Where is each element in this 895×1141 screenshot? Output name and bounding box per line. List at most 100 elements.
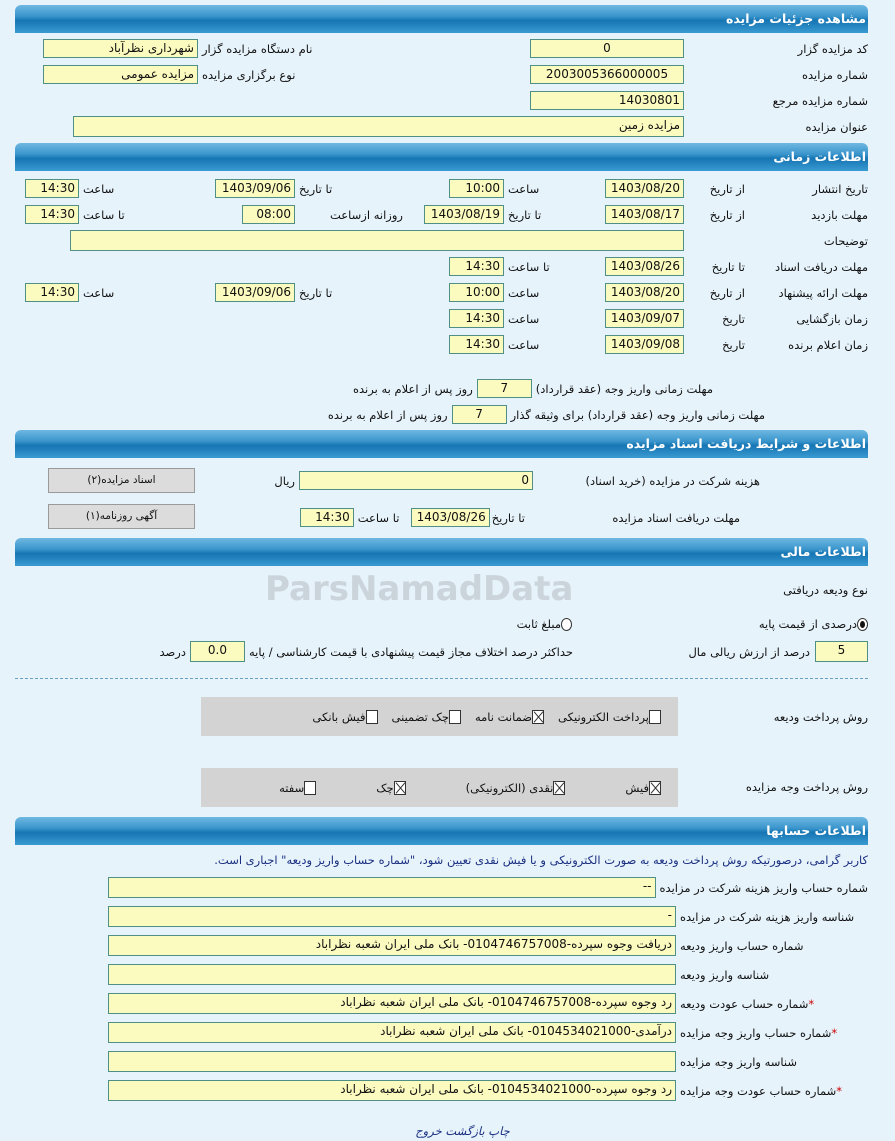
account-label-text: شناسه واریز ودیعه: [680, 967, 770, 982]
org-label: نام دستگاه مزایده گزار: [202, 41, 313, 56]
fee-label: هزینه شرکت در مزایده (خرید اسناد): [585, 473, 761, 488]
type-field[interactable]: مزایده عمومی: [43, 65, 198, 84]
visit-to-field[interactable]: 1403/08/19: [424, 205, 504, 224]
account-field[interactable]: رد وجوه سپرده-0104534021000- بانک ملی ای…: [108, 1080, 676, 1101]
account-field[interactable]: درآمدی-0104534021000- بانک ملی ایران شعب…: [108, 1022, 676, 1043]
docs-to-field[interactable]: 1403/08/26: [605, 257, 684, 276]
offer-label: مهلت ارائه پیشنهاد: [778, 285, 868, 300]
checkbox-icon[interactable]: [448, 710, 461, 724]
ref-field[interactable]: 14030801: [530, 91, 684, 110]
newspaper-ad-button[interactable]: آگهی روزنامه(۱): [48, 504, 195, 529]
max-diff-label: حداکثر درصد اختلاف مجاز قیمت پیشنهادی با…: [248, 644, 573, 659]
deadline-date-field[interactable]: 1403/08/26: [410, 508, 490, 527]
account-label-text: شماره حساب عودت وجه مزایده: [680, 1083, 837, 1098]
required-icon: *: [836, 1083, 842, 1098]
code-label: کد مزایده گزار: [797, 41, 868, 56]
code-field[interactable]: 0: [530, 39, 684, 58]
docs-to-time-field[interactable]: 14:30: [449, 257, 504, 276]
subject-field[interactable]: مزایده زمین: [73, 116, 684, 137]
publish-to-time-field[interactable]: 14:30: [25, 179, 79, 198]
opening-date-field[interactable]: 1403/09/07: [605, 309, 684, 328]
account-field[interactable]: [108, 1051, 676, 1072]
percent-field[interactable]: 5: [815, 641, 868, 662]
radio-checked-icon[interactable]: [857, 618, 868, 631]
row-visit: مهلت بازدید از تاریخ 1403/08/17 تا تاریخ…: [15, 204, 868, 225]
payment-method-promissory[interactable]: سفته: [279, 778, 317, 798]
pay-deadline-guarantor-field[interactable]: 7: [451, 405, 507, 424]
pay-deadline-suffix: روز پس از اعلام به برنده: [353, 381, 473, 396]
account-row: شناسه واریز هزینه شرکت در مزایده -: [108, 906, 868, 927]
auction-documents-button[interactable]: اسناد مزایده(۲): [48, 468, 195, 493]
checkbox-icon[interactable]: [365, 710, 378, 724]
visit-to-time-field[interactable]: 14:30: [25, 205, 79, 224]
visit-daily-field[interactable]: 08:00: [242, 205, 295, 224]
account-row: *شماره حساب واریز وجه مزایده درآمدی-01045…: [108, 1022, 868, 1043]
account-row: شناسه واریز ودیعه: [108, 964, 868, 985]
publish-to-field[interactable]: 1403/09/06: [215, 179, 295, 198]
deposit-method-cheque[interactable]: چک تضمینی: [392, 707, 461, 727]
payment-methods-box: فیش نقدی (الکترونیکی) چک سفته: [201, 768, 678, 807]
ref-label: شماره مزایده مرجع: [772, 93, 868, 108]
notes-field[interactable]: [70, 230, 684, 251]
account-label-text: شماره حساب واریز وجه مزایده: [680, 1025, 832, 1040]
checkbox-icon[interactable]: [304, 781, 317, 795]
checkbox-label: پرداخت الکترونیکی: [558, 709, 649, 724]
radio-percent[interactable]: درصدی از قیمت پایه: [759, 614, 868, 634]
payment-method-cash[interactable]: نقدی (الکترونیکی): [466, 778, 566, 798]
print-link[interactable]: چاپ: [488, 1124, 510, 1138]
offer-to-time-field[interactable]: 14:30: [25, 283, 79, 302]
deposit-type-label: نوع ودیعه دریافتی: [783, 583, 868, 597]
date-label: تاریخ: [722, 311, 745, 326]
publish-from-field[interactable]: 1403/08/20: [605, 179, 684, 198]
offer-from-field[interactable]: 1403/08/20: [605, 283, 684, 302]
winner-time-field[interactable]: 14:30: [449, 335, 504, 354]
radio-unchecked-icon[interactable]: [561, 618, 572, 631]
org-field[interactable]: شهرداری نظرآباد: [43, 39, 198, 58]
checkbox-checked-icon[interactable]: [393, 781, 406, 795]
checkbox-label: چک: [376, 780, 394, 795]
num-field[interactable]: 2003005366000005: [530, 65, 684, 84]
max-diff-field[interactable]: 0.0: [189, 641, 245, 662]
account-row: شماره حساب واریز ودیعه دریافت وجوه سپرده-…: [108, 935, 868, 956]
checkbox-label: سفته: [279, 780, 305, 795]
account-label-text: شماره حساب عودت ودیعه: [680, 996, 809, 1011]
row-offer: مهلت ارائه پیشنهاد از تاریخ 1403/08/20 س…: [15, 282, 868, 303]
checkbox-checked-icon[interactable]: [649, 781, 661, 795]
footer-links: چاپ بازگشت خروج: [0, 1124, 895, 1138]
account-label: *شماره حساب عودت وجه مزایده: [676, 1081, 868, 1101]
time-label: ساعت: [508, 311, 540, 326]
opening-time-field[interactable]: 14:30: [449, 309, 504, 328]
offer-to-field[interactable]: 1403/09/06: [215, 283, 295, 302]
payment-method-slip[interactable]: فیش: [625, 778, 661, 798]
offer-from-time-field[interactable]: 10:00: [449, 283, 504, 302]
visit-from-field[interactable]: 1403/08/17: [605, 205, 684, 224]
exit-link[interactable]: خروج: [415, 1124, 442, 1138]
deadline-time-field[interactable]: 14:30: [299, 508, 354, 527]
deposit-method-guarantee[interactable]: ضمانت نامه: [475, 707, 545, 727]
checkbox-checked-icon[interactable]: [553, 781, 566, 795]
publish-from-time-field[interactable]: 10:00: [449, 179, 504, 198]
to-date-label: تا تاریخ: [299, 181, 333, 196]
winner-date-field[interactable]: 1403/09/08: [605, 335, 684, 354]
deadline-label: مهلت دریافت اسناد مزایده: [612, 510, 740, 525]
account-field[interactable]: دریافت وجوه سپرده-0104746757008- بانک مل…: [108, 935, 676, 956]
radio-fixed[interactable]: مبلغ ثابت: [517, 614, 572, 634]
pay-deadline-field[interactable]: 7: [476, 379, 532, 398]
deposit-method-bank-slip[interactable]: فیش بانکی: [312, 707, 378, 727]
checkbox-icon[interactable]: [649, 710, 661, 724]
row-percent: 5 درصد از ارزش ریالی مال حداکثر درصد اخت…: [15, 641, 868, 662]
account-field[interactable]: -: [108, 906, 676, 927]
account-field[interactable]: رد وجوه سپرده-0104746757008- بانک ملی ای…: [108, 993, 676, 1014]
checkbox-checked-icon[interactable]: [532, 710, 545, 724]
payment-method-cheque[interactable]: چک: [376, 778, 406, 798]
account-field[interactable]: [108, 964, 676, 985]
deposit-method-electronic[interactable]: پرداخت الکترونیکی: [558, 707, 661, 727]
radio-label: درصدی از قیمت پایه: [758, 617, 857, 631]
row-winner: زمان اعلام برنده تاریخ 1403/09/08 ساعت 1…: [15, 334, 868, 355]
accounts-notice: کاربر گرامی، درصورتیکه روش پرداخت ودیعه …: [214, 853, 868, 867]
account-field[interactable]: --: [108, 877, 656, 898]
fee-field[interactable]: 0: [299, 471, 533, 490]
account-label-text: شماره حساب واریز ودیعه: [680, 938, 804, 953]
back-link[interactable]: بازگشت: [445, 1124, 485, 1138]
type-label: نوع برگزاری مزایده: [202, 67, 296, 82]
